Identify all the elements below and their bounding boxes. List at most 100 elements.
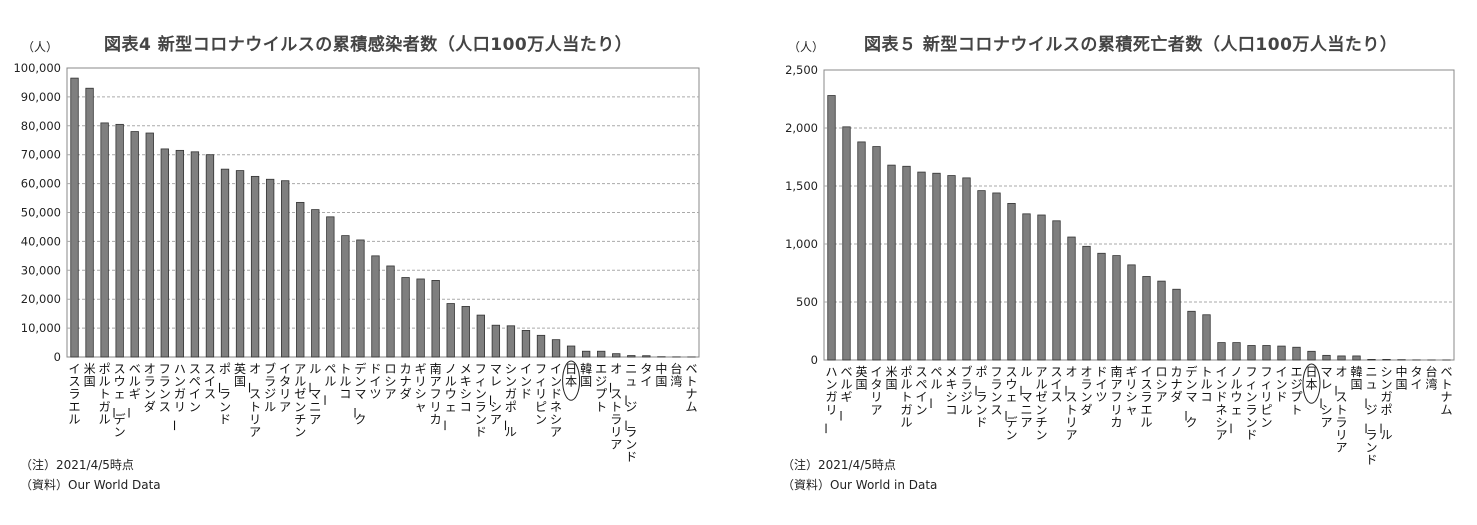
bar	[521, 330, 531, 358]
bar	[947, 175, 956, 361]
x-tick-label: 英国	[855, 365, 867, 392]
x-tick-label: ドイツ	[1095, 365, 1107, 404]
x-tick-label: メキシコ	[460, 362, 472, 414]
bar	[1037, 214, 1046, 361]
bar	[887, 164, 896, 361]
bar	[446, 303, 455, 358]
bar	[296, 201, 305, 358]
x-tick-label: マレーシア	[483, 362, 502, 426]
x-tick-label: フランス	[159, 362, 171, 414]
bar	[250, 175, 260, 358]
bar	[205, 154, 215, 358]
bar	[235, 170, 245, 358]
bar	[1052, 220, 1061, 361]
x-tick-label: イスラエル	[69, 362, 81, 426]
y-axis-unit: （人）	[22, 40, 59, 54]
x-tick-label: トルコ	[339, 362, 351, 401]
bar	[70, 77, 79, 358]
x-tick-label: 米国	[885, 365, 897, 392]
bar	[1142, 276, 1151, 361]
bar	[265, 178, 275, 358]
x-tick-label: フランス	[990, 365, 1002, 417]
x-tick-label: 日本	[565, 362, 577, 389]
highlight-ellipse	[1302, 363, 1321, 404]
x-tick-label: フィンランド	[1245, 365, 1257, 442]
bar	[612, 353, 621, 358]
bar	[356, 239, 365, 358]
bar	[326, 216, 335, 358]
x-tick-label: スウェーデン	[998, 365, 1017, 442]
x-tick-label: ルーマニア	[302, 362, 321, 426]
chart-cases: 0 10,000 20,000 30,000 40,000 50,000 60,000 70,…	[13, 61, 700, 464]
x-tick-label: 日本	[1305, 365, 1317, 392]
x-tick-label: ギリシャ	[415, 362, 427, 414]
x-tick-label: 韓国	[580, 362, 592, 389]
x-tick-label: カナダ	[400, 362, 412, 401]
x-tick-label: 台湾	[670, 361, 682, 389]
bar	[491, 324, 501, 358]
x-tick-label: ルーマニア	[1013, 365, 1032, 429]
bar	[1172, 288, 1181, 361]
chart-title: 図表4 新型コロナウイルスの累積感染者数（人口100万人当たり）	[104, 35, 633, 55]
y-axis-unit: （人）	[788, 40, 825, 54]
y-tick-label: 60,000	[21, 177, 61, 191]
x-tick-label: ドイツ	[369, 362, 381, 401]
x-tick-label: ベルギー	[122, 362, 141, 419]
bar	[917, 171, 926, 361]
bar	[371, 255, 380, 358]
x-tick-label: エジプト	[1290, 365, 1302, 417]
bar	[857, 141, 866, 361]
bar	[220, 168, 230, 358]
bar	[160, 148, 169, 358]
x-tick-label: タイ	[640, 362, 652, 389]
bar	[1157, 280, 1166, 361]
x-tick-label: 英国	[234, 362, 246, 389]
x-tick-label: タイ	[1410, 365, 1422, 392]
bar	[1127, 264, 1136, 361]
highlight-ellipse	[562, 360, 581, 401]
x-tick-label: オランダ	[1080, 365, 1092, 417]
bar	[597, 350, 606, 358]
bar	[506, 325, 516, 358]
y-tick-label: 1,500	[785, 179, 818, 193]
bar	[145, 132, 154, 358]
bar	[476, 314, 485, 358]
x-tick-label: ポーランド	[212, 362, 231, 426]
bar	[1307, 350, 1316, 361]
bar	[1292, 346, 1301, 361]
x-tick-label: 米国	[84, 362, 96, 389]
x-tick-label: フィリピン	[535, 362, 547, 426]
x-tick-label: 中国	[655, 361, 667, 389]
bar	[1097, 252, 1106, 361]
y-tick-label: 70,000	[21, 148, 61, 162]
x-tick-label: オーストラリア	[1328, 365, 1347, 455]
y-tick-label: 40,000	[21, 234, 61, 248]
bar	[1277, 345, 1286, 361]
bar	[1217, 342, 1226, 361]
bar	[1262, 345, 1271, 361]
bar	[281, 180, 290, 358]
x-tick-label: インド	[1275, 365, 1287, 404]
x-tick-label: オーストリア	[1058, 365, 1077, 442]
bar	[962, 177, 971, 361]
bar	[311, 209, 320, 358]
y-tick-label: 0	[54, 350, 61, 364]
x-tick-label: マレーシア	[1313, 365, 1332, 429]
chart-note: （注）2021/4/5時点	[782, 458, 896, 472]
y-tick-label: 100,000	[13, 61, 61, 75]
x-tick-label: イスラエル	[1140, 365, 1152, 429]
bar	[1187, 310, 1196, 361]
bar	[1067, 236, 1076, 361]
bar	[842, 126, 851, 361]
x-tick-label: フィリピン	[1260, 365, 1272, 429]
x-tick-label: ベルギー	[833, 365, 852, 422]
plot-area	[823, 69, 1455, 361]
x-tick-label: ニュージーランド	[1358, 365, 1377, 467]
x-tick-label: ベトナム	[685, 362, 697, 414]
x-tick-label: スペイン	[189, 362, 201, 414]
y-tick-label: 50,000	[21, 206, 61, 220]
y-tick-label: 30,000	[21, 263, 61, 277]
bar	[1352, 355, 1361, 361]
bar	[627, 355, 636, 358]
x-tick-label: ニュージーランド	[618, 362, 637, 464]
